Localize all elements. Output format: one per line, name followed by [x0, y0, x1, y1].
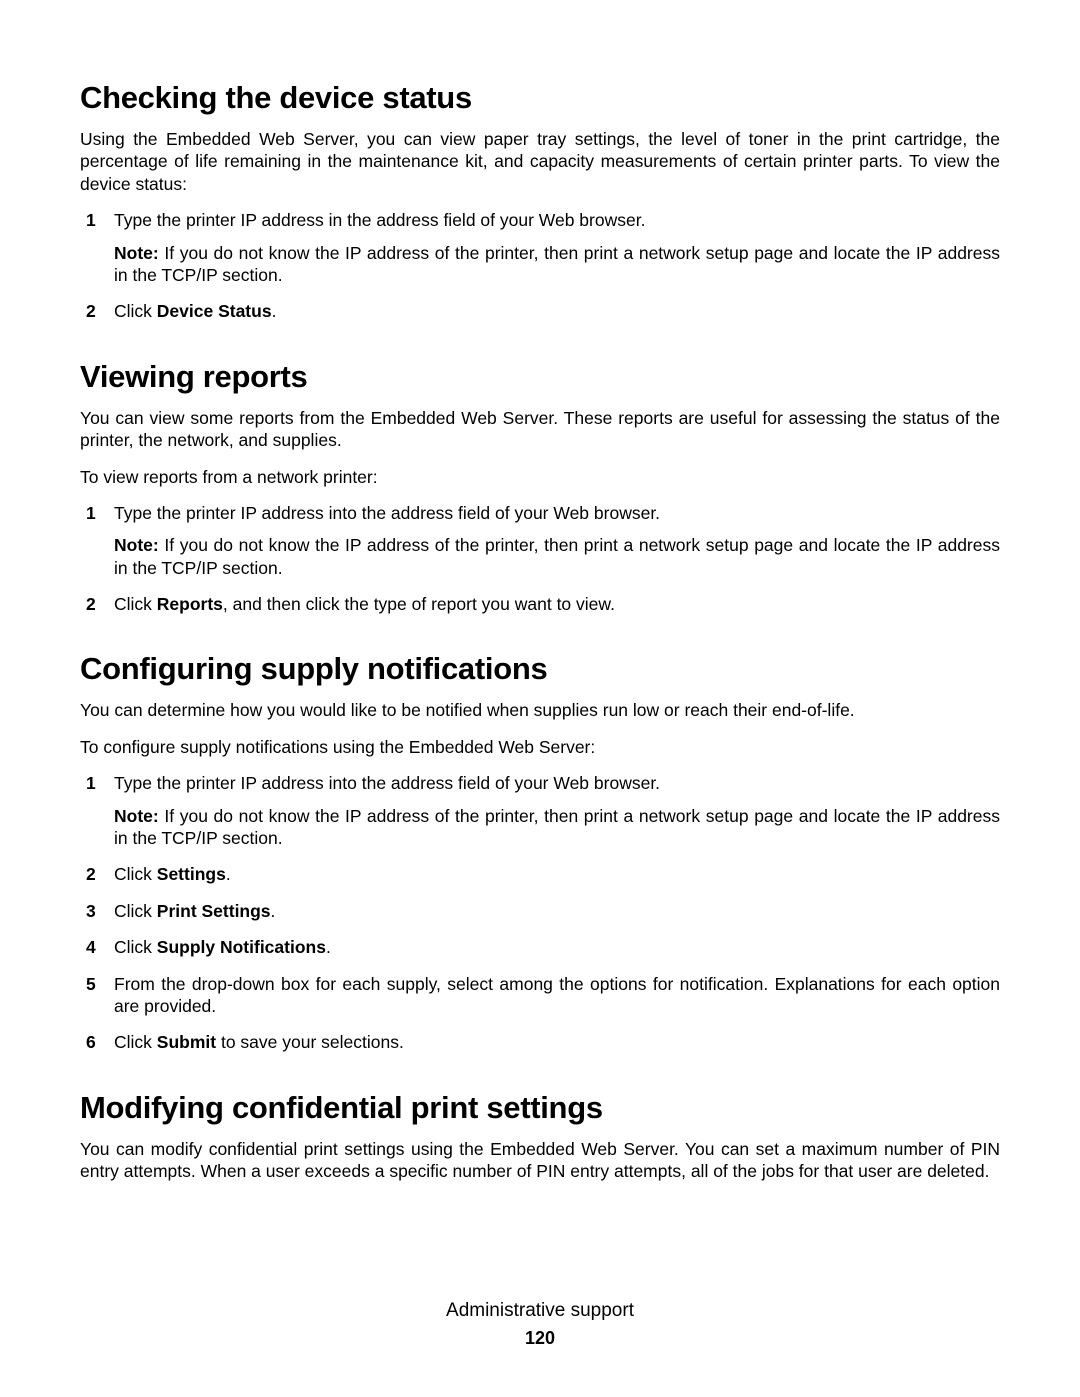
list-item: From the drop-down box for each supply, …: [80, 973, 1000, 1018]
steps-list: Type the printer IP address into the add…: [80, 772, 1000, 1054]
step-bold: Print Settings: [157, 901, 271, 921]
heading-viewing-reports: Viewing reports: [80, 359, 1000, 395]
step-pre: Click: [114, 301, 157, 321]
list-item: Click Reports, and then click the type o…: [80, 593, 1000, 615]
step-pre: Click: [114, 901, 157, 921]
list-item: Type the printer IP address into the add…: [80, 502, 1000, 579]
step-post: , and then click the type of report you …: [223, 594, 615, 614]
paragraph: To view reports from a network printer:: [80, 466, 1000, 488]
step-bold: Settings: [157, 864, 226, 884]
list-item: Type the printer IP address in the addre…: [80, 209, 1000, 286]
list-item: Click Print Settings.: [80, 900, 1000, 922]
paragraph: You can determine how you would like to …: [80, 699, 1000, 721]
step-post: .: [271, 901, 276, 921]
paragraph: To configure supply notifications using …: [80, 736, 1000, 758]
note-body: If you do not know the IP address of the…: [114, 806, 1000, 848]
step-post: .: [272, 301, 277, 321]
note: Note: If you do not know the IP address …: [114, 534, 1000, 579]
step-post: .: [326, 937, 331, 957]
list-item: Click Supply Notifications.: [80, 936, 1000, 958]
paragraph: You can view some reports from the Embed…: [80, 407, 1000, 452]
list-item: Click Settings.: [80, 863, 1000, 885]
paragraph: You can modify confidential print settin…: [80, 1138, 1000, 1183]
step-text: Type the printer IP address in the addre…: [114, 210, 645, 230]
list-item: Click Device Status.: [80, 300, 1000, 322]
step-post: .: [226, 864, 231, 884]
step-pre: Click: [114, 594, 157, 614]
heading-configuring-supply-notifications: Configuring supply notifications: [80, 651, 1000, 687]
step-bold: Submit: [157, 1032, 216, 1052]
step-text: Type the printer IP address into the add…: [114, 773, 660, 793]
note-label: Note:: [114, 535, 159, 555]
note-body: If you do not know the IP address of the…: [114, 243, 1000, 285]
list-item: Click Submit to save your selections.: [80, 1031, 1000, 1053]
step-bold: Device Status: [157, 301, 272, 321]
footer-page-number: 120: [0, 1328, 1080, 1349]
step-post: to save your selections.: [216, 1032, 404, 1052]
step-text: Type the printer IP address into the add…: [114, 503, 660, 523]
heading-checking-device-status: Checking the device status: [80, 80, 1000, 116]
note-body: If you do not know the IP address of the…: [114, 535, 1000, 577]
step-pre: Click: [114, 864, 157, 884]
step-bold: Supply Notifications: [157, 937, 326, 957]
step-pre: Click: [114, 1032, 157, 1052]
step-bold: Reports: [157, 594, 223, 614]
note: Note: If you do not know the IP address …: [114, 242, 1000, 287]
steps-list: Type the printer IP address in the addre…: [80, 209, 1000, 323]
heading-modifying-confidential-print-settings: Modifying confidential print settings: [80, 1090, 1000, 1126]
paragraph: Using the Embedded Web Server, you can v…: [80, 128, 1000, 195]
step-pre: Click: [114, 937, 157, 957]
note-label: Note:: [114, 806, 159, 826]
note-label: Note:: [114, 243, 159, 263]
list-item: Type the printer IP address into the add…: [80, 772, 1000, 849]
footer-title: Administrative support: [0, 1300, 1080, 1322]
page-footer: Administrative support 120: [0, 1300, 1080, 1349]
note: Note: If you do not know the IP address …: [114, 805, 1000, 850]
steps-list: Type the printer IP address into the add…: [80, 502, 1000, 616]
